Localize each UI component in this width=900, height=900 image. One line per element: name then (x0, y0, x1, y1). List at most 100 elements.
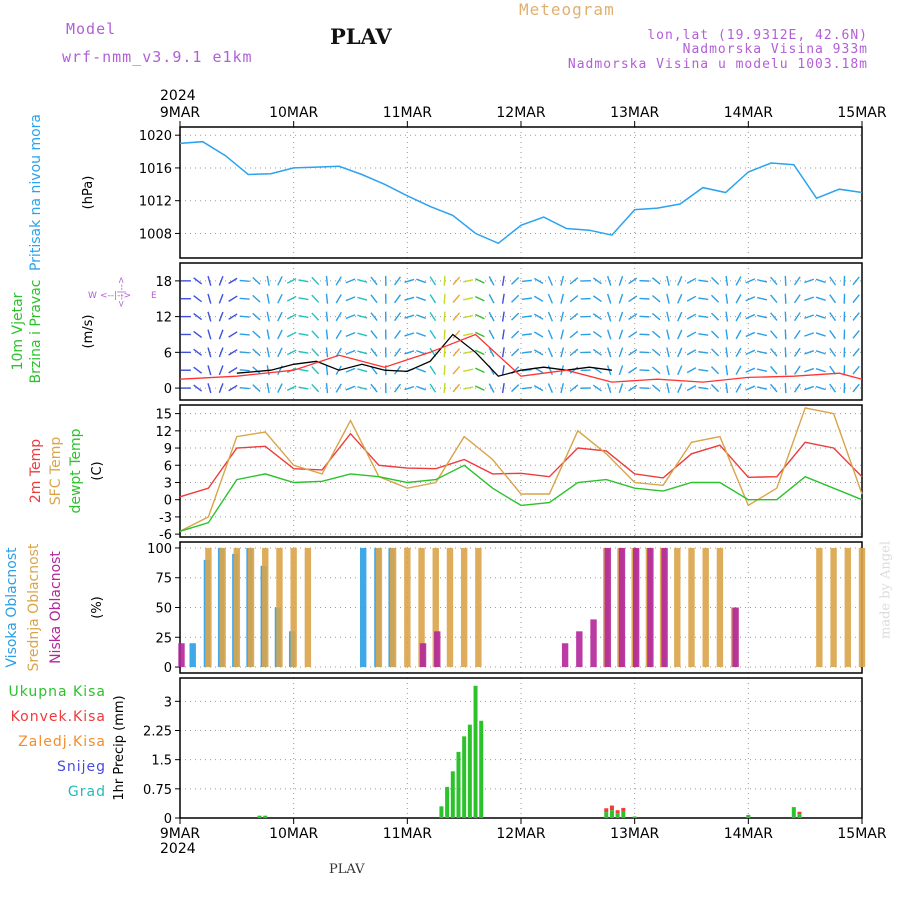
cloud-bar (276, 547, 283, 668)
wind-arrow (784, 383, 787, 394)
wind-arrow (463, 386, 474, 390)
wind-arrow (592, 313, 602, 321)
wind-arrow (252, 277, 261, 285)
wind-arrow (501, 383, 505, 394)
wind-arrow (560, 347, 565, 358)
x-tick-label-top: 13MAR (610, 105, 659, 121)
wind-arrow (710, 366, 720, 375)
wind-arrow (757, 386, 768, 390)
pressure-ytick-label: 1016 (139, 162, 172, 177)
wind-arrow (770, 365, 778, 375)
x-tick-label-bottom: 9MAR (160, 826, 201, 842)
wind-arrow (606, 347, 612, 358)
wind-arrow (618, 293, 624, 304)
temp-axis-label: 2m Temp (28, 439, 44, 503)
wind-arrow (793, 312, 801, 322)
wind-arrow (286, 331, 297, 338)
wind-arrow (475, 295, 485, 302)
wind-arrow (829, 347, 837, 357)
wind-arrow (698, 333, 709, 336)
wind-unit-label: (m/s) (81, 315, 96, 349)
wind-arrow (335, 329, 342, 340)
wind-arrow (357, 296, 368, 301)
wind-arrow (829, 294, 837, 304)
wind-arrow (404, 350, 415, 355)
wind-arrow (852, 383, 860, 393)
wind-arrow (298, 315, 309, 319)
wind-gust-line (179, 333, 863, 383)
wind-arrow (429, 312, 437, 322)
wind-arrow (345, 296, 356, 302)
cloud-bar (475, 547, 482, 668)
wind-arrow (325, 365, 329, 376)
x-tick-label-bottom: 11MAR (383, 826, 432, 842)
wind-arrow (560, 293, 565, 304)
wind-arrow (394, 365, 402, 375)
wind-arrow (628, 348, 638, 356)
cloud-ytick-label: 75 (155, 572, 172, 587)
temperature-ytick-label: 9 (164, 442, 172, 457)
precip-bar (604, 808, 609, 813)
wind-arrow (784, 275, 787, 286)
precip-ytick-label: 0 (164, 812, 172, 827)
wind-arrow (793, 365, 801, 375)
wind-arrow (311, 348, 320, 357)
wind-arrow (501, 275, 505, 286)
wind-arrow (266, 311, 270, 322)
wind-arrow (569, 277, 579, 285)
wind-ytick-label: 6 (164, 346, 172, 361)
wind-arrow (286, 277, 297, 284)
precip-bar (621, 811, 626, 818)
wind-arrow (416, 296, 426, 302)
wind-arrow (394, 312, 402, 322)
wind-arrow (804, 332, 815, 337)
wind-arrow (239, 386, 250, 390)
wind-arrow (239, 315, 250, 318)
precip-axis-label: 1hr Precip (mm) (112, 695, 127, 800)
precip-bar (450, 771, 455, 818)
wind-arrow (218, 329, 224, 340)
wind-arrow (547, 293, 553, 304)
wind-arrow (488, 329, 495, 340)
wind-arrow (698, 386, 709, 390)
wind-arrow (252, 348, 261, 357)
wind-arrow (628, 366, 638, 374)
wind-arrow (452, 330, 461, 339)
compass-arrow-we: <--|--> (100, 291, 131, 301)
wind-arrow (521, 279, 532, 283)
wind-arrow (686, 349, 697, 356)
wind-arrow (475, 367, 485, 373)
wind-arrow (207, 347, 212, 358)
wind-arrow (416, 278, 426, 284)
wind-arrow (404, 385, 415, 391)
cloud-ytick-label: 0 (164, 661, 172, 676)
precip-bar (632, 816, 637, 818)
wind-arrow (592, 295, 602, 303)
wind-arrow (770, 294, 778, 304)
wind-arrow (193, 348, 203, 356)
wind-arrow (815, 278, 826, 284)
x-tick-label-bottom: 12MAR (496, 826, 545, 842)
pressure-unit-label: (hPa) (81, 176, 96, 210)
wind-arrow (277, 383, 283, 393)
wind-speed-line (236, 333, 612, 377)
wind-arrow (735, 311, 742, 322)
wind-arrow (443, 293, 446, 304)
wind-arrow (735, 365, 742, 375)
wind-arrow (815, 296, 826, 301)
wind-arrow (429, 329, 437, 340)
wind-arrow (829, 276, 837, 286)
product-title: Meteogram (519, 0, 615, 19)
wind-arrow (218, 365, 224, 376)
compass-e: E (151, 291, 157, 301)
wind-arrow (770, 276, 778, 286)
cloud-bar (434, 631, 441, 668)
wind-arrow (547, 275, 553, 286)
precip-bar (746, 814, 751, 818)
wind-arrow (639, 315, 650, 318)
wind-arrow (606, 311, 612, 322)
credit-watermark: made by Angel (878, 541, 894, 639)
cloud-bar (233, 547, 241, 668)
wind-arrow (345, 278, 356, 284)
model-elevation: Nadmorska Visina u modelu 1003.18m (567, 57, 868, 72)
